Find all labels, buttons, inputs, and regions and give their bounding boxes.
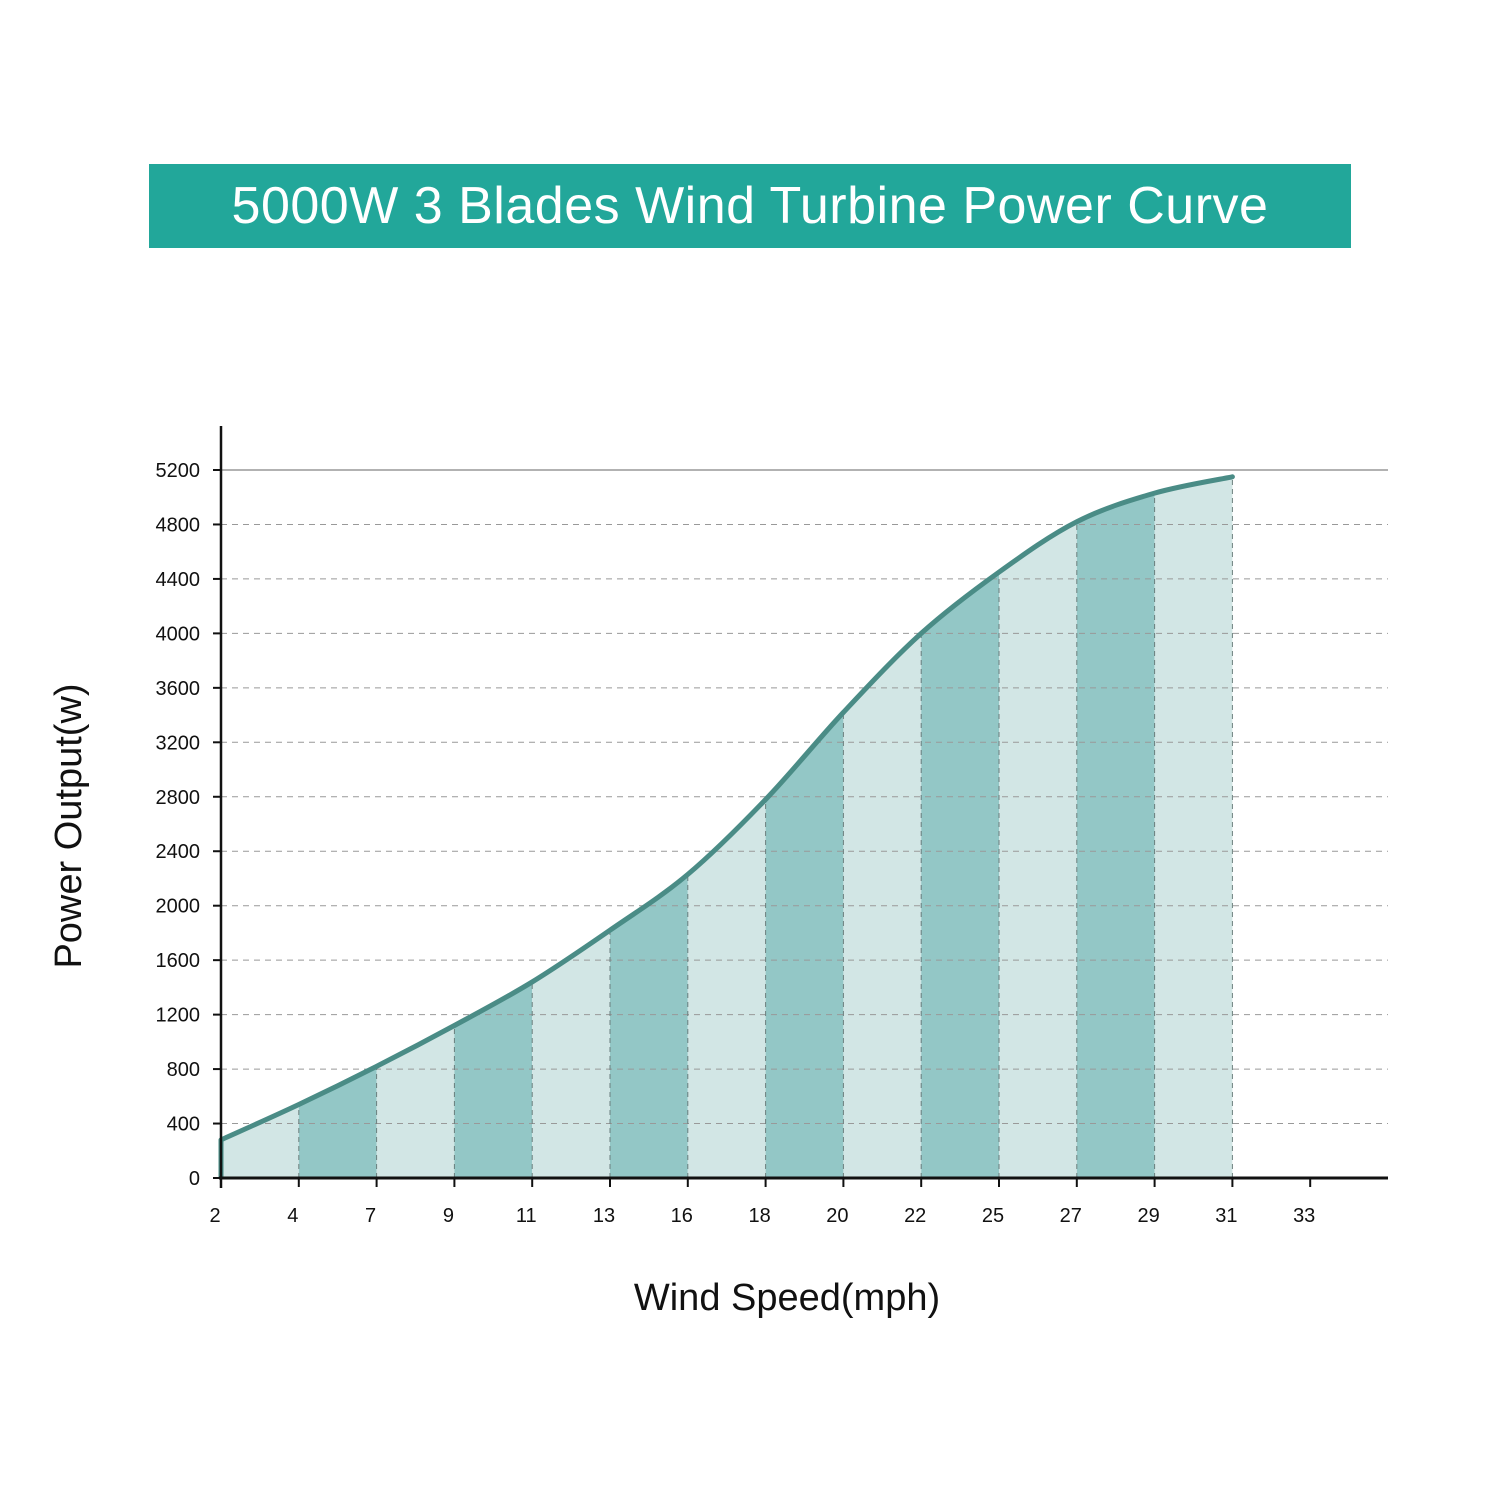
area-band-6 xyxy=(610,874,688,1178)
axes xyxy=(213,426,1388,1188)
y-tick-labels: 0 400 800 1200 1600 2000 2400 2800 3200 3600 4000 4… xyxy=(156,460,201,1190)
column-dividers xyxy=(298,476,1233,1178)
y-axis-title: Power Output(w) xyxy=(48,683,90,968)
y-tick-label: 400 xyxy=(167,1114,200,1136)
x-tick-label: 25 xyxy=(982,1205,1004,1227)
x-tick-label: 7 xyxy=(365,1205,376,1227)
area-band-4 xyxy=(454,981,533,1178)
area-band-3 xyxy=(376,1025,455,1178)
x-tick-label: 29 xyxy=(1137,1205,1159,1227)
area-band-5 xyxy=(532,930,610,1178)
y-tick-label: 2000 xyxy=(156,896,201,918)
y-tick-label: 5200 xyxy=(156,460,201,482)
x-tick-label: 13 xyxy=(593,1205,615,1227)
gridlines xyxy=(221,469,1388,1125)
x-tick-label: 22 xyxy=(904,1205,926,1227)
x-tick-label: 2 xyxy=(209,1205,220,1227)
y-tick-label: 4800 xyxy=(156,514,201,536)
y-tick-label: 2400 xyxy=(156,841,201,863)
area-band-12 xyxy=(1076,493,1155,1179)
area-band-1 xyxy=(221,1104,299,1178)
x-tick-label: 20 xyxy=(826,1205,848,1227)
x-tick-label: 4 xyxy=(287,1205,298,1227)
chart-title: 5000W 3 Blades Wind Turbine Power Curve xyxy=(231,177,1269,235)
x-tick-label: 33 xyxy=(1293,1205,1315,1227)
y-tick-label: 4000 xyxy=(156,623,201,645)
y-tick-label: 1600 xyxy=(156,950,201,972)
area-band-10 xyxy=(921,572,999,1178)
y-tick-label: 0 xyxy=(189,1168,200,1190)
x-tick-label: 18 xyxy=(748,1205,770,1227)
x-tick-label: 11 xyxy=(516,1205,537,1227)
title-banner: 5000W 3 Blades Wind Turbine Power Curve xyxy=(149,164,1351,248)
area-fills xyxy=(221,476,1233,1179)
x-tick-label: 9 xyxy=(443,1205,454,1227)
area-band-7 xyxy=(687,799,766,1178)
area-band-8 xyxy=(765,712,844,1178)
x-axis-title: Wind Speed(mph) xyxy=(634,1277,940,1319)
area-band-2 xyxy=(298,1066,377,1178)
x-tick-label: 16 xyxy=(671,1205,693,1227)
y-tick-label: 1200 xyxy=(156,1005,201,1027)
y-tick-label: 3600 xyxy=(156,678,201,700)
x-tick-label: 31 xyxy=(1215,1205,1237,1227)
area-band-11 xyxy=(999,521,1077,1178)
y-tick-label: 2800 xyxy=(156,787,201,809)
y-tick-label: 800 xyxy=(167,1059,200,1081)
power-curve-line xyxy=(218,474,1235,1143)
y-tick-label: 4400 xyxy=(156,569,201,591)
x-tick-label: 27 xyxy=(1060,1205,1082,1227)
y-tick-label: 3200 xyxy=(156,732,201,754)
x-tick-labels: 2 4 7 9 11 13 16 18 20 22 25 27 29 31 33 xyxy=(209,1205,1315,1227)
area-band-13 xyxy=(1154,476,1233,1178)
